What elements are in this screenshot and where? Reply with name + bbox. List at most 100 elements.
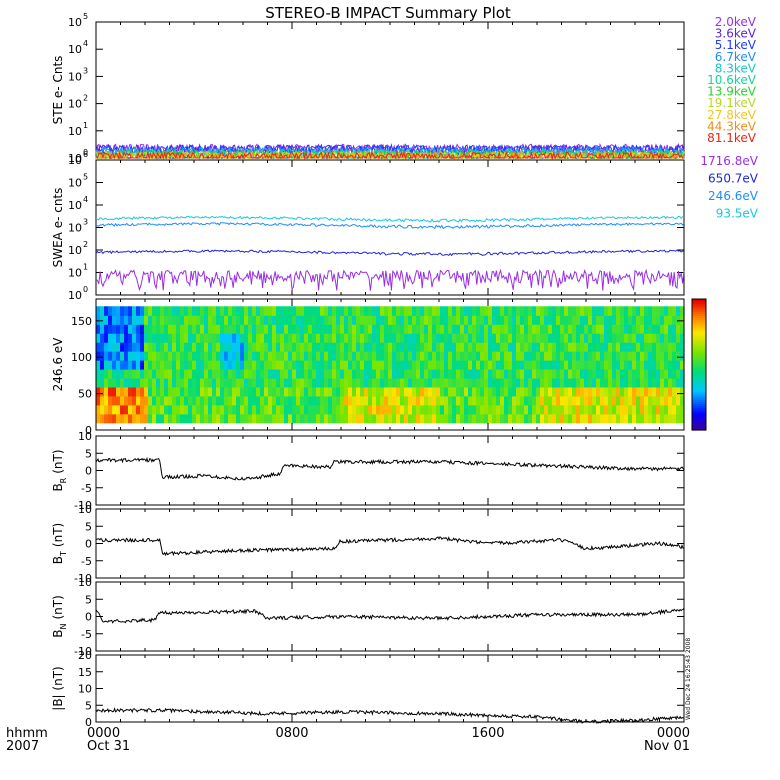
pad-cell <box>528 368 533 379</box>
pad-cell <box>292 368 297 379</box>
pad-cell <box>312 342 317 352</box>
pad-cell <box>664 368 669 379</box>
pad-colorbar-cell <box>692 397 706 400</box>
pad-cell <box>628 360 633 370</box>
pad-cell <box>196 386 201 397</box>
pad-cell <box>612 306 617 316</box>
pad-cell <box>660 395 665 406</box>
pad-cell <box>668 324 673 334</box>
pad-cell <box>232 324 237 334</box>
pad-cell <box>284 351 289 361</box>
pad-cell <box>276 368 281 379</box>
pad-cell <box>460 413 465 424</box>
pad-cell <box>224 315 229 325</box>
pad-colorbar-cell <box>692 337 706 341</box>
pad-cell <box>616 360 621 370</box>
pad-cell <box>472 324 477 334</box>
pad-cell <box>164 306 169 316</box>
pad-cell <box>440 351 445 361</box>
pad-cell <box>108 386 113 397</box>
pad-cell <box>112 404 117 415</box>
pad-cell <box>108 351 113 361</box>
pad-cell <box>628 324 633 334</box>
pad-cell <box>252 404 257 415</box>
bt-ytick-label: -10 <box>74 572 92 585</box>
pad-colorbar-cell <box>692 421 706 425</box>
pad-cell <box>328 333 333 343</box>
pad-cell <box>100 368 105 379</box>
pad-cell <box>636 386 641 397</box>
pad-cell <box>520 324 525 334</box>
pad-cell <box>384 306 389 316</box>
pad-cell <box>156 413 161 424</box>
pad-cell <box>248 368 253 379</box>
pad-cell <box>440 386 445 397</box>
pad-cell <box>404 306 409 316</box>
pad-cell <box>476 386 481 397</box>
pad-cell <box>672 377 677 388</box>
pad-cell <box>632 333 637 343</box>
pad-cell <box>136 324 141 334</box>
pad-cell <box>624 315 629 325</box>
pad-cell <box>500 342 505 352</box>
pad-cell <box>352 386 357 397</box>
pad-cell <box>280 315 285 325</box>
pad-cell <box>168 377 173 388</box>
pad-cell <box>344 333 349 343</box>
pad-cell <box>448 386 453 397</box>
pad-cell <box>316 404 321 415</box>
ste-ylabel-text: STE e- Cnts <box>51 56 65 125</box>
pad-cell <box>444 377 449 388</box>
br-ylabel-text: B <box>51 483 65 491</box>
pad-cell <box>236 377 241 388</box>
pad-cell <box>452 333 457 343</box>
pad-colorbar-cell <box>692 327 706 331</box>
pad-cell <box>172 360 177 370</box>
pad-cell <box>264 386 269 397</box>
pad-cell <box>480 404 485 415</box>
pad-cell <box>344 360 349 370</box>
pad-cell <box>428 324 433 334</box>
pad-cell <box>264 351 269 361</box>
pad-cell <box>340 342 345 352</box>
pad-cell <box>288 386 293 397</box>
pad-cell <box>188 324 193 334</box>
pad-cell <box>360 306 365 316</box>
pad-cell <box>224 395 229 406</box>
pad-cell <box>680 395 685 406</box>
pad-cell <box>160 413 165 424</box>
pad-cell <box>660 413 665 424</box>
pad-cell <box>468 395 473 406</box>
pad-cell <box>624 395 629 406</box>
pad-cell <box>436 360 441 370</box>
pad-cell <box>324 315 329 325</box>
pad-cell <box>272 342 277 352</box>
pad-cell <box>144 324 149 334</box>
pad-cell <box>480 386 485 397</box>
pad-cell <box>392 342 397 352</box>
pad-cell <box>208 413 213 424</box>
pad-cell <box>640 333 645 343</box>
pad-cell <box>680 333 685 343</box>
pad-cell <box>308 377 313 388</box>
pad-cell <box>324 360 329 370</box>
pad-cell <box>376 342 381 352</box>
pad-cell <box>144 404 149 415</box>
pad-cell <box>116 395 121 406</box>
pad-cell <box>284 342 289 352</box>
pad-ylabel: 246.6 eV <box>51 337 65 392</box>
pad-cell <box>408 333 413 343</box>
pad-cell <box>372 315 377 325</box>
pad-cell <box>376 395 381 406</box>
pad-cell <box>172 315 177 325</box>
pad-cell <box>644 413 649 424</box>
pad-cell <box>112 306 117 316</box>
pad-cell <box>132 315 137 325</box>
pad-cell <box>544 306 549 316</box>
pad-cell <box>668 368 673 379</box>
pad-cell <box>588 360 593 370</box>
pad-cell <box>164 351 169 361</box>
pad-cell <box>208 333 213 343</box>
pad-cell <box>512 413 517 424</box>
